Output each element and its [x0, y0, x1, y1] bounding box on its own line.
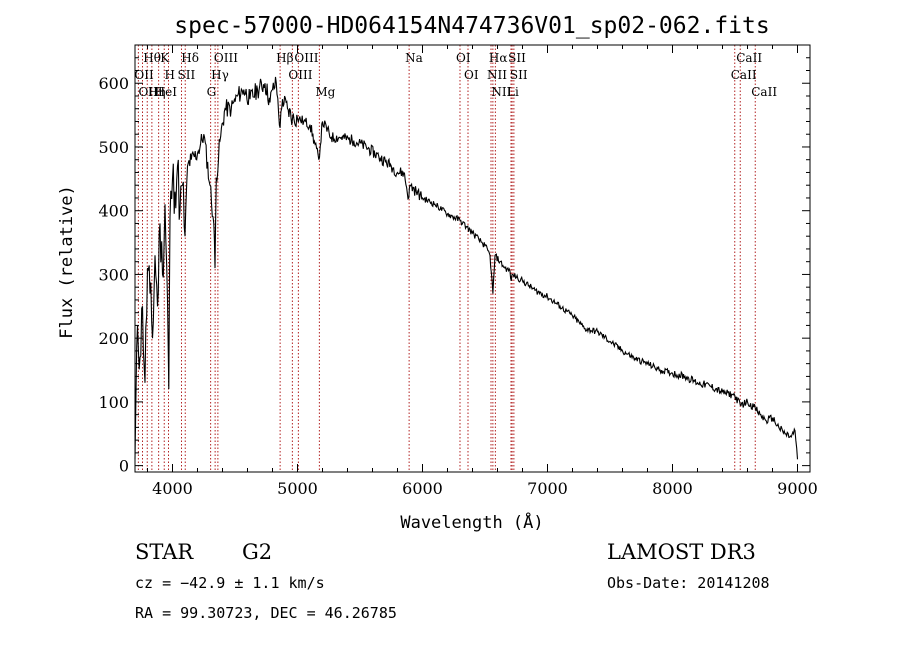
x-tick-label: 9000 — [777, 479, 818, 498]
x-tick-label: 7000 — [527, 479, 568, 498]
y-tick-label: 0 — [119, 457, 129, 476]
spectrum-series-line — [134, 76, 799, 460]
spectral-line-label: Mg — [315, 85, 335, 99]
object-class: STAR — [135, 540, 194, 564]
y-tick-label: 500 — [98, 138, 129, 157]
spectral-line-label: OIII — [214, 51, 238, 65]
x-tick-label: 8000 — [652, 479, 693, 498]
spectral-line-label: G — [207, 85, 217, 99]
spectral-line-label: NII — [487, 68, 507, 82]
spectral-line-label: Na — [405, 51, 423, 65]
observation-date: Obs-Date: 20141208 — [607, 574, 770, 592]
x-tick-label: 4000 — [152, 479, 193, 498]
redshift-velocity: cz = −42.9 ± 1.1 km/s — [135, 574, 325, 592]
spectral-line-label: SII — [178, 68, 196, 82]
x-tick-label: 6000 — [402, 479, 443, 498]
survey-name: LAMOST DR3 — [607, 540, 756, 564]
y-tick-label: 600 — [98, 74, 129, 93]
spectral-line-label: K — [160, 51, 170, 65]
spectral-line-label: Hα — [489, 51, 508, 65]
spectral-subclass: G2 — [242, 540, 273, 564]
spectral-line-label: Hδ — [181, 51, 199, 65]
spectral-line-label: CaII — [731, 68, 757, 82]
spectral-line-label: OIII — [139, 85, 163, 99]
y-tick-label: 100 — [98, 393, 129, 412]
spectral-line-label: OI — [464, 68, 479, 82]
x-axis-label: Wavelength (Å) — [400, 511, 543, 533]
spectral-line-label: Hβ — [276, 51, 293, 65]
x-tick-label: 5000 — [277, 479, 318, 498]
spectral-line-label: Hγ — [211, 68, 229, 82]
spectral-line-label: HeI — [155, 85, 178, 99]
spectral-line-label: Hθ — [143, 51, 161, 65]
spectral-line-label: CaII — [736, 51, 762, 65]
spectral-line-label: CaII — [751, 85, 777, 99]
y-axis-label: Flux (relative) — [57, 185, 77, 339]
spectral-line-label: SII — [510, 68, 528, 82]
spectral-line-label: Hη — [148, 85, 166, 99]
y-tick-label: 200 — [98, 329, 129, 348]
spectral-line-label: OI — [456, 51, 471, 65]
spectral-line-label: NII — [491, 85, 511, 99]
y-tick-label: 300 — [98, 265, 129, 284]
coordinates: RA = 99.30723, DEC = 46.26785 — [135, 604, 397, 622]
spectral-line-label: OII — [134, 68, 154, 82]
axis-ticks: 4000 5000 6000 7000 8000 9000 0 100 200 300 400 500… — [98, 45, 818, 498]
chart-title: spec-57000-HD064154N474736V01_sp02-062.f… — [174, 13, 769, 39]
spectral-line-label: H — [165, 68, 175, 82]
spectral-line-label: Li — [507, 85, 519, 99]
spectral-line-label: SII — [508, 51, 526, 65]
spectral-line-label: OIII — [288, 68, 312, 82]
spectral-line-label: OIII — [294, 51, 318, 65]
y-tick-label: 400 — [98, 202, 129, 221]
